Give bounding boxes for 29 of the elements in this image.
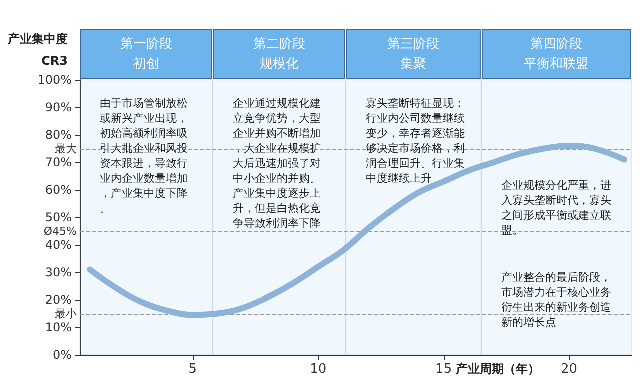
ref-line-label: Ø45% [44,224,77,238]
y-tick-label: 20% [45,293,72,307]
x-tick-label: 5 [188,362,198,377]
band-label: 第三阶段集聚 [388,37,440,72]
ref-line-label: 最大 [55,142,77,156]
text: 企业通过规模化建立竞争优势，大型企业并购不断增加，大企业在规模扩大后迅速加强了对中小企业的并购。产业集中度逐步上升，但是白热化竞争导致利润率下降 [232,97,321,230]
annotation: 由于市场管制放松或新兴产业出现，初始高额利润率吸引大批企业和风投资本跟进，导致行业内企业数量增加，产业集中度下降。 [100,97,188,215]
x-tick-label: 15 [436,362,452,377]
ref-line-label: 最小 [55,307,77,320]
y-tick-label: 90% [45,100,72,114]
y-tick-label: 60% [45,183,72,197]
annotation: 寡头垄断特征显现：行业内公司数量继续变少，幸存者逐渐能够决定市场价格，利润合理回升。行业集中度继续上升 [366,97,465,185]
band-label: 第二阶段规模化 [253,37,306,72]
y-tick-label: 50% [45,210,72,224]
x-tick-label: 20 [561,362,578,377]
y-tick-label: 30% [45,266,72,280]
y-tick-label: 70% [45,156,72,170]
x-axis-title: 产业周期（年） [454,362,540,376]
y-tick-label: 10% [45,320,72,334]
band-label: 第一阶段初创 [120,37,172,72]
y-tick-label: 100% [38,73,72,87]
y-tick-label: 0% [52,348,72,362]
y-axis-title: 产业集中度 CR3 [7,32,68,68]
y-tick-label: 80% [45,128,72,142]
band-label: 第四阶段平衡和联盟 [524,37,590,72]
x-tick-label: 10 [310,362,327,377]
y-tick-label: 40% [45,238,72,252]
annotation: 企业规模分化严重，进入寡头垄断时代，寡头之间形成平衡或建立联盟。 [501,179,612,237]
annotation: 产业整合的最后阶段，市场潜力在于核心业务衍生出来的新业务创造新的增长点 [501,271,612,329]
